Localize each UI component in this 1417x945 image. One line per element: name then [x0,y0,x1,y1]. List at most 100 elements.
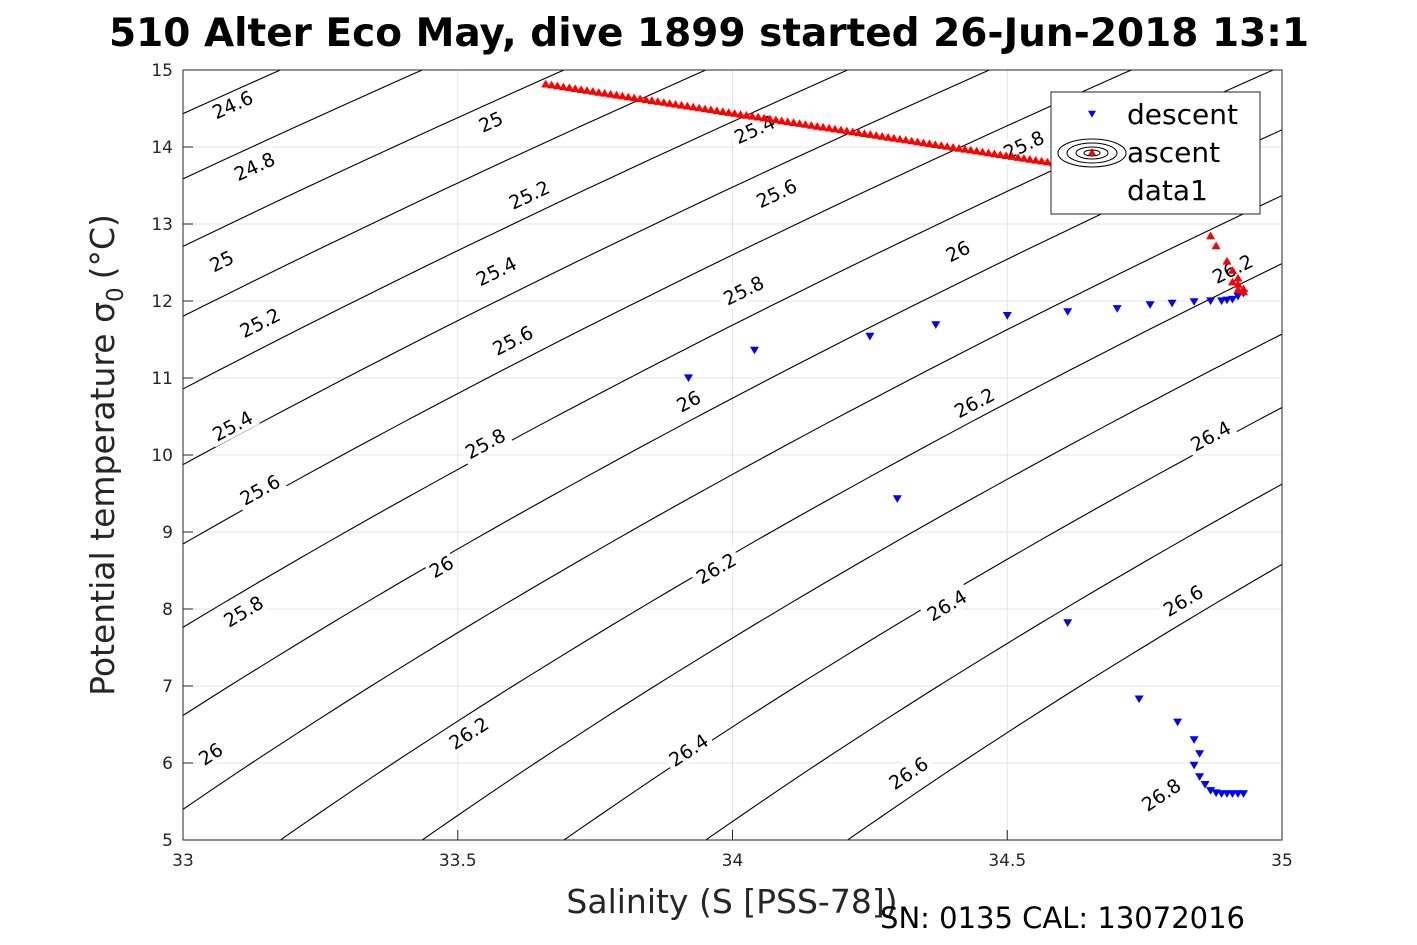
contour-label-bg [485,319,540,362]
ascent-marker [1239,287,1248,296]
descent-marker [865,332,875,341]
descent-marker [1112,305,1122,313]
ascent-marker [600,89,610,97]
contour-line [183,70,708,317]
contour-label-bg [716,269,771,312]
ascent-marker [860,129,869,137]
contour-label-bg [205,404,260,448]
contour-line [279,262,1282,840]
contour-label-bg [1134,771,1188,818]
ascent-marker [612,90,621,99]
contour-label-bg [947,381,1002,424]
contour-line [183,70,991,466]
ascent-marker [576,85,586,93]
ascent-marker [736,110,745,118]
contour-label-bg [1155,578,1211,623]
descent-marker [1002,312,1012,320]
contour-label-bg [205,84,260,125]
legend: descent ascent data1 [1050,91,1261,215]
legend-label-ascent: ascent [1127,136,1220,169]
descent-marker [1189,736,1199,744]
ascent-marker [641,95,651,104]
contour-label-bg [232,301,288,344]
ascent-marker [582,86,592,94]
contour-label-bg [749,172,804,214]
ascent-marker [930,140,940,148]
legend-marker-ascent [1088,148,1096,156]
ascent-marker [907,136,917,145]
ascent-marker [606,89,616,98]
contour-label-bg [204,244,239,278]
contour-line [0,32,85,879]
x-axis-ticks: 33 33.5 34 34.5 35 [172,830,1293,871]
ascent-marker [889,133,899,142]
ascent-marker [1031,156,1041,164]
ascent-marker [741,111,751,119]
ascent-marker [1211,241,1221,250]
data-markers [541,79,1248,798]
descent-marker [684,374,693,383]
ascent-marker [700,104,710,113]
ascent-marker [1233,273,1243,282]
ascent-marker [995,150,1005,159]
ascent-marker [842,126,852,135]
descent-marker [1228,295,1237,304]
ascent-marker [818,122,828,131]
ascent-marker [635,94,645,103]
contour-line [183,70,424,180]
contour-label-bg [501,174,557,216]
y-tick-label: 7 [162,677,173,697]
descent-marker [1063,619,1073,627]
contour-label-bg [881,749,936,797]
ascent-marker [948,143,958,151]
contour-line [183,70,1133,545]
ascent-marker [724,108,734,116]
ascent-marker [570,84,580,92]
descent-marker [1195,773,1205,781]
ascent-marker [547,80,557,89]
ascent-marker [1001,151,1011,159]
y-tick-label: 6 [162,754,173,774]
ascent-marker [824,123,834,132]
descent-marker [750,346,759,355]
ascent-marker [1037,156,1047,165]
ascent-marker [694,103,704,112]
ascent-marker [688,102,698,111]
ascent-marker [1025,155,1035,163]
ascent-marker [919,138,928,147]
contour-line [183,70,850,390]
ascent-marker [913,137,923,146]
ascent-marker [659,98,669,106]
ascent-marker [682,101,692,110]
y-tick-label: 8 [162,600,173,620]
descent-marker [931,321,941,329]
contour-label-bg [940,234,976,268]
descent-marker [1189,761,1199,770]
ascent-marker [671,100,681,108]
ascent-marker [942,142,952,150]
descent-marker [1206,787,1216,795]
ascent-marker [936,141,946,149]
footer-serial: SN: 0135 CAL: 13072016 [880,901,1245,935]
ascent-marker [984,148,993,157]
descent-marker [1222,296,1232,305]
ascent-marker [747,111,757,120]
y-tick-label: 11 [151,369,173,389]
ascent-marker [665,99,675,107]
x-tick-label: 34 [722,851,744,871]
ascent-marker [765,114,775,123]
contour-label-bg [919,582,974,628]
ascent-marker [1206,231,1216,240]
contour-line [421,333,1282,840]
ascent-marker [989,149,999,158]
descent-marker [1195,750,1205,758]
ascent-marker [653,97,663,105]
ascent-marker [877,132,887,140]
ascent-marker [848,127,858,136]
y-tick-label: 15 [151,61,173,81]
legend-contour-icon [1057,138,1127,168]
y-axis-ticks: 5 6 7 8 9 10 11 12 13 14 15 [151,61,193,851]
legend-item-data1: data1 [1057,138,1208,207]
ascent-marker [801,120,810,128]
y-tick-label: 12 [151,292,173,312]
